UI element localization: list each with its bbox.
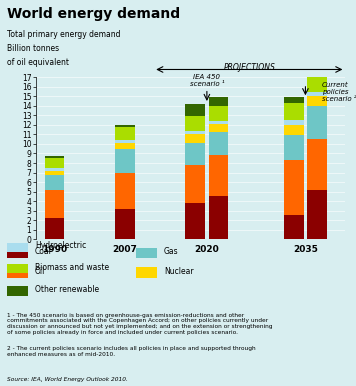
Bar <box>284 135 304 160</box>
Bar <box>284 103 304 120</box>
Bar <box>115 209 135 239</box>
Text: 2 - The current policies scenario includes all policies in place and supported t: 2 - The current policies scenario includ… <box>7 346 256 357</box>
Bar <box>209 156 229 196</box>
Text: 2035: 2035 <box>293 245 318 254</box>
Text: Oil: Oil <box>35 267 45 276</box>
Text: 2007: 2007 <box>112 245 137 254</box>
Bar <box>115 173 135 209</box>
Bar <box>307 73 327 91</box>
Bar <box>185 165 205 203</box>
Bar <box>7 267 28 278</box>
Bar <box>44 175 64 190</box>
Bar <box>307 106 327 139</box>
Text: Biomass and waste: Biomass and waste <box>35 263 109 272</box>
Text: Other renewable: Other renewable <box>35 285 99 294</box>
Bar <box>284 97 304 103</box>
Bar <box>185 104 205 116</box>
Bar <box>307 96 327 106</box>
Text: 2020: 2020 <box>194 245 219 254</box>
Bar <box>209 132 229 156</box>
Bar <box>307 58 327 73</box>
Bar <box>44 218 64 239</box>
Bar <box>185 130 205 134</box>
Text: World energy demand: World energy demand <box>7 7 180 21</box>
Bar <box>209 106 229 120</box>
Bar <box>209 97 229 106</box>
Bar <box>307 190 327 239</box>
Bar <box>209 196 229 239</box>
Text: Source: IEA, World Energy Outlook 2010.: Source: IEA, World Energy Outlook 2010. <box>7 377 128 382</box>
Bar <box>115 142 135 149</box>
Text: Billion tonnes: Billion tonnes <box>7 44 59 53</box>
Text: Total primary energy demand: Total primary energy demand <box>7 30 121 39</box>
Text: Nuclear: Nuclear <box>164 267 194 276</box>
Bar <box>284 120 304 125</box>
Bar <box>284 125 304 135</box>
Bar <box>7 248 28 258</box>
Bar <box>284 215 304 239</box>
Bar <box>7 242 28 252</box>
Bar <box>185 203 205 239</box>
Bar <box>136 248 157 258</box>
Text: of oil equivalent: of oil equivalent <box>7 58 69 67</box>
Text: Coal: Coal <box>35 247 52 256</box>
Bar <box>115 127 135 140</box>
Text: 1 - The 450 scenario is based on greenhouse-gas emission-reductions and other
co: 1 - The 450 scenario is based on greenho… <box>7 313 273 335</box>
Bar <box>307 91 327 96</box>
Text: 1990: 1990 <box>42 245 67 254</box>
Bar <box>284 160 304 215</box>
Bar <box>185 116 205 130</box>
Bar <box>209 124 229 132</box>
Bar <box>136 267 157 278</box>
Bar <box>7 264 28 273</box>
Text: PROJECTIONS: PROJECTIONS <box>223 63 275 71</box>
Bar <box>44 190 64 218</box>
Bar <box>115 140 135 142</box>
Bar <box>44 156 64 158</box>
Bar <box>209 120 229 124</box>
Bar <box>307 139 327 190</box>
Text: Current
policies
scenario ²: Current policies scenario ² <box>322 81 356 102</box>
Bar <box>44 168 64 171</box>
Bar <box>7 286 28 296</box>
Text: Gas: Gas <box>164 247 179 256</box>
Bar <box>185 143 205 165</box>
Bar <box>44 171 64 175</box>
Bar <box>185 134 205 143</box>
Bar <box>44 158 64 168</box>
Bar <box>115 125 135 127</box>
Bar <box>115 149 135 173</box>
Text: IEA 450
scenario ¹: IEA 450 scenario ¹ <box>190 74 224 87</box>
Text: Hydroelectric: Hydroelectric <box>35 241 86 250</box>
